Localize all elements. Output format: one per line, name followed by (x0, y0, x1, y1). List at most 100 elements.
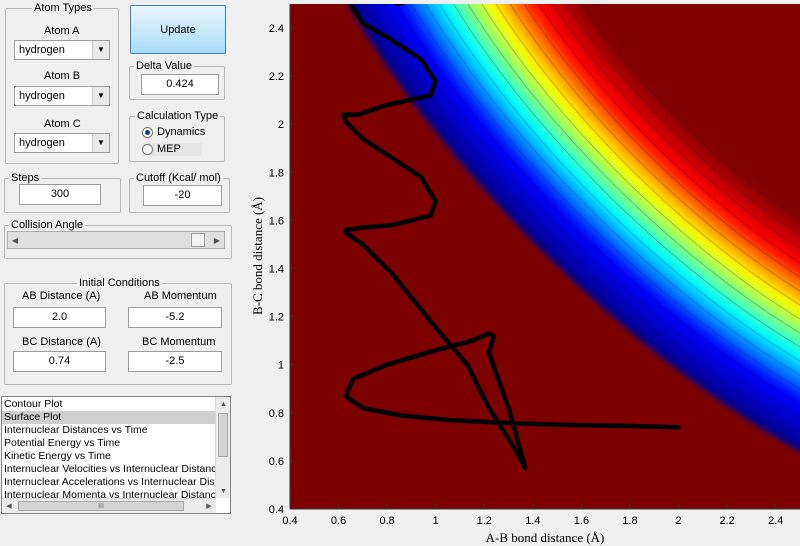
y-tick-label: 2 (278, 119, 284, 131)
bc-distance-field[interactable]: 0.74 (13, 351, 106, 372)
slider-right-arrow-icon[interactable]: ▶ (213, 235, 221, 245)
contour-line (495, 4, 800, 306)
scroll-left-arrow-icon[interactable]: ◀ (6, 503, 12, 510)
y-axis-ticks: 0.4 0.6 0.8 1 1.2 1.4 1.6 1.8 2 2.2 2.4 (269, 23, 295, 516)
x-tick-label: 2.4 (768, 515, 783, 527)
x-tick-label: 0.4 (282, 515, 297, 527)
atom-types-group: Atom Types (5, 2, 119, 164)
collision-angle-group: Collision Angle (4, 219, 232, 259)
plot-type-listbox[interactable]: Contour Plot Surface Plot Internuclear Dis… (1, 396, 231, 514)
contour-plot[interactable]: 0.4 0.6 0.8 1 1.2 1.4 1.6 1.8 2 2.2 2.4 0.4 0.6 0.8 1… (235, 0, 800, 546)
listbox-horizontal-scrollbar[interactable]: ◀ III ▶ (2, 498, 216, 513)
contour-line (354, 4, 800, 445)
hscroll-thumb[interactable]: III (18, 501, 184, 511)
x-tick-label: 1 (433, 515, 439, 527)
atom-b-value: hydrogen (19, 90, 65, 102)
plot-type-option[interactable]: Internuclear Velocities vs Internuclear … (4, 463, 216, 475)
atom-a-label: Atom A (44, 25, 80, 37)
contour-line (581, 4, 800, 221)
contour-line (368, 4, 800, 431)
x-tick-label: 1.4 (525, 515, 540, 527)
contour-line (552, 4, 800, 250)
y-tick-label: 1.8 (269, 167, 284, 179)
y-tick-label: 0.8 (269, 408, 284, 420)
ab-momentum-field[interactable]: -5.2 (128, 307, 222, 328)
contour-line (509, 4, 800, 292)
x-axis-ticks: 0.4 0.6 0.8 1 1.2 1.4 1.6 1.8 2 2.2 2.4 (282, 504, 783, 527)
atom-types-title: Atom Types (32, 2, 94, 15)
y-tick-label: 1.4 (269, 264, 284, 276)
plot-type-option[interactable]: Kinetic Energy vs Time (4, 450, 111, 462)
x-tick-label: 0.6 (331, 515, 346, 527)
contour-line (566, 4, 800, 235)
plot-type-option[interactable]: Contour Plot (4, 398, 63, 410)
radio-checked-icon[interactable] (142, 127, 153, 138)
scroll-up-arrow-icon[interactable]: ▲ (220, 400, 227, 408)
x-tick-label: 2.2 (719, 515, 734, 527)
contour-line (425, 4, 800, 376)
bc-momentum-label: BC Momentum (142, 336, 216, 348)
contour-line (467, 4, 800, 334)
ab-distance-label: AB Distance (A) (22, 290, 101, 302)
chevron-down-icon[interactable]: ▼ (92, 134, 109, 152)
plot-type-option[interactable]: Surface Plot (2, 411, 216, 424)
y-tick-label: 2.2 (269, 71, 284, 83)
y-tick-label: 0.4 (269, 504, 284, 516)
ab-distance-field[interactable]: 2.0 (13, 307, 106, 328)
chevron-down-icon[interactable]: ▼ (92, 41, 109, 59)
cutoff-field[interactable]: -20 (143, 185, 222, 206)
calculation-type-title: Calculation Type (135, 110, 221, 123)
energy-band (581, 4, 800, 221)
steps-field[interactable]: 300 (19, 184, 101, 205)
contour-line (396, 4, 800, 404)
y-axis-label: B-C bond distance (Å) (250, 197, 265, 315)
hscroll-grip: III (98, 502, 104, 510)
atom-b-select[interactable]: hydrogen ▼ (14, 86, 110, 106)
scroll-right-arrow-icon[interactable]: ▶ (206, 503, 212, 510)
contour-line (523, 4, 800, 278)
contour-line (481, 4, 800, 320)
collision-angle-title: Collision Angle (9, 219, 86, 232)
atom-c-value: hydrogen (19, 137, 65, 149)
dynamics-label: Dynamics (157, 126, 206, 138)
delta-value-field[interactable]: 0.424 (141, 74, 219, 95)
contour-line (382, 4, 800, 417)
collision-angle-slider[interactable]: ◀ ▶ (7, 231, 225, 249)
energy-surface (348, 4, 800, 452)
delta-value-group: Delta Value (129, 60, 225, 100)
mep-radio[interactable]: MEP (142, 143, 202, 156)
update-button[interactable]: Update (130, 5, 226, 54)
plot-type-option[interactable]: Potential Energy vs Time (4, 437, 121, 449)
x-tick-label: 1.8 (622, 515, 637, 527)
listbox-vertical-scrollbar[interactable]: ▲ ▼ (215, 397, 230, 498)
bc-momentum-field[interactable]: -2.5 (128, 351, 222, 372)
y-tick-label: 0.6 (269, 456, 284, 468)
mep-label: MEP (157, 143, 181, 155)
x-tick-label: 0.8 (379, 515, 394, 527)
trajectory-top-segment (394, 4, 407, 7)
plot-type-option[interactable]: Internuclear Accelerations vs Internucle… (4, 476, 216, 488)
x-tick-label: 2 (676, 515, 682, 527)
delta-value-title: Delta Value (134, 60, 195, 73)
slider-thumb[interactable] (190, 233, 205, 247)
ab-momentum-label: AB Momentum (144, 290, 217, 302)
atom-a-value: hydrogen (19, 44, 65, 56)
y-tick-label: 2.4 (269, 23, 284, 35)
radio-unchecked-icon[interactable] (142, 144, 153, 155)
plot-type-items: Contour Plot Surface Plot Internuclear Dis… (2, 398, 216, 502)
calculation-type-group: Calculation Type (129, 110, 225, 162)
atom-a-select[interactable]: hydrogen ▼ (14, 40, 110, 60)
plot-type-option[interactable]: Internuclear Distances vs Time (4, 424, 148, 436)
y-tick-label: 1.6 (269, 215, 284, 227)
chevron-down-icon[interactable]: ▼ (92, 87, 109, 105)
slider-left-arrow-icon[interactable]: ◀ (11, 235, 19, 245)
atom-b-label: Atom B (44, 70, 81, 82)
contour-line (439, 4, 800, 362)
dynamics-radio[interactable]: Dynamics (142, 126, 205, 139)
x-tick-label: 1.2 (477, 515, 492, 527)
contour-line (538, 4, 800, 264)
atom-c-select[interactable]: hydrogen ▼ (14, 133, 110, 153)
atom-c-label: Atom C (44, 118, 81, 130)
scroll-thumb[interactable] (218, 413, 228, 457)
scroll-down-arrow-icon[interactable]: ▼ (220, 487, 227, 495)
